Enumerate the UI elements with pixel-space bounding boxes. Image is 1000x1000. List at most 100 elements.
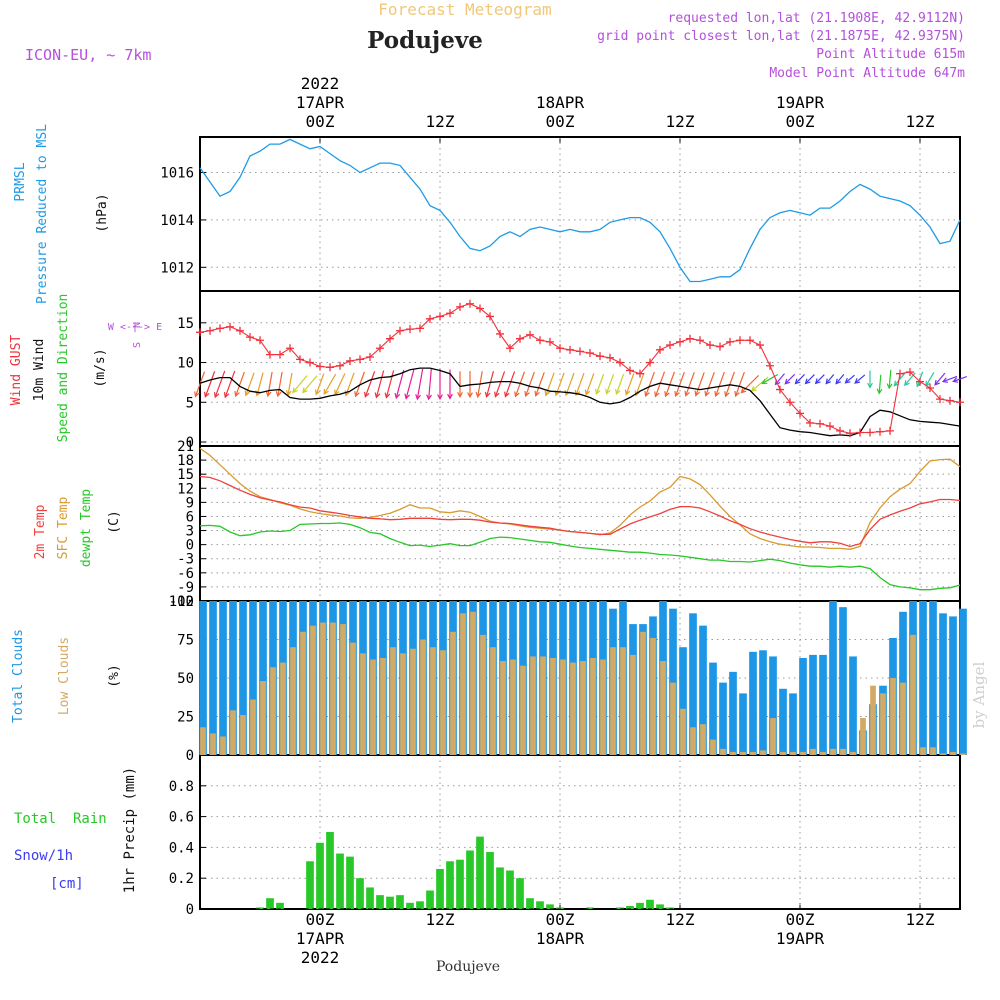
low-cloud-bar [360,653,366,755]
wind-gust-marker [626,366,634,375]
model-label: ICON-EU, ~ 7km [25,46,151,64]
temp-dewpt-label: dewpt Temp [79,489,94,567]
wind-arrow [934,372,946,386]
temperature-ytick-label: 15 [177,467,194,483]
wind-arrow-head [814,378,821,385]
wind-arrow [695,372,705,396]
low-cloud-bar [620,647,626,755]
low-cloud-bar [650,637,656,755]
low-cloud-bar [420,639,426,755]
pressure-ytick-label: 1012 [160,260,194,276]
wind-gust-marker [536,336,544,345]
temperature-ytick-label: -6 [177,566,194,582]
low-cloud-bar [560,659,566,755]
wind-unit: (m/s) [93,348,108,387]
pressure-panel: 1012 1014 1016 [160,136,961,292]
total-cloud-bar [929,601,937,755]
rain-bar [466,850,474,909]
wind-arrow [878,374,882,394]
low-cloud-bar [220,736,226,755]
wind-ytick-label: 5 [186,395,194,411]
wind-arrow [245,372,255,396]
sfc-temp-line [199,447,961,550]
wind-arrow-head [494,391,500,398]
wind-dir-label: Speed and Direction [56,294,71,443]
pressure-line [199,138,961,283]
pressure-frame [199,136,961,292]
wind-arrow-head [825,378,832,385]
wind-arrow-head [384,392,391,399]
wind-arrow [625,373,635,395]
wind-arrow-head [934,379,940,386]
rain-bar [396,895,404,909]
low-cloud-bar [350,642,356,755]
pressure-ytick-label: 1016 [160,166,194,182]
low-cloud-bar [900,682,906,755]
rain-bar [336,853,344,909]
wind-gust-marker [916,377,924,386]
wind-gust-marker [736,336,744,345]
wind-arrow [575,372,585,396]
rain-bar [646,899,654,909]
low-cloud-bar [460,613,466,755]
wind-arrow-head [664,391,670,398]
panels-layer: 101210141016051015-12-9-6-30369121518210… [160,137,967,918]
wind-arrow [375,370,385,398]
low-cloud-bar [510,659,516,755]
wind-arrow-head [467,392,473,399]
time-tick-label: 19APR [776,929,825,948]
wind-gust-marker [486,312,494,321]
wind-gust-marker [866,428,874,437]
wind-arrow-head [634,390,641,397]
wind-gust-marker [686,334,694,343]
wind-arrow-head [475,391,482,399]
wind-gust-marker [366,352,374,361]
wind-arrow [715,371,725,397]
low-cloud-bar [520,665,526,755]
wind-gust-marker [576,347,584,356]
wind-arrow-head [904,380,910,387]
precipitation-ytick-label: 0.8 [169,779,194,795]
wind-arrow-head [374,392,381,399]
low-cloud-bar [910,634,916,755]
low-cloud-bar [400,653,406,755]
wind-gust-marker [676,337,684,346]
wind-arrow-head [524,390,530,398]
rain-bar [416,901,424,909]
model-altitude: Model Point Altitude 647m [769,66,965,81]
wind-arrow [525,371,535,397]
total-cloud-bar [259,601,267,755]
wind-arrow [705,372,715,396]
clouds-low-label: Low Clouds [57,637,72,715]
wind-arrow [751,376,769,392]
total-cloud-bar [679,647,687,755]
low-cloud-bar [680,708,686,755]
gridpoint-location: grid point closest lon,lat (21.1875E, 42… [597,29,965,44]
wind-arrow-head [223,392,230,399]
wind-arrow [854,374,866,384]
wind-gust-marker [196,328,204,337]
low-cloud-bar [780,751,786,755]
rain-bar [406,902,414,909]
time-tick-label: 00Z [306,112,335,131]
low-cloud-bar [590,657,596,755]
wind-arrow-head [544,390,551,397]
wind-arrow-head [654,391,660,398]
compass-south: S [132,342,143,348]
low-cloud-bar [570,662,576,755]
temperature-ytick-label: -12 [169,594,194,610]
wind-gust-marker [226,322,234,331]
wind-panel: 0 5 10 15 [177,290,961,451]
wind-arrow [292,375,308,393]
total-cloud-bar [699,625,707,755]
wind-arrow-head [457,392,463,398]
wind-arrow-head [234,390,240,398]
point-altitude: Point Altitude 615m [816,47,965,62]
wind-gust-marker [746,336,754,345]
meteogram-subtitle: Forecast Meteogram [378,0,551,19]
wind-gust-marker [896,369,904,378]
precipitation-ytick-label: 0.4 [169,840,194,856]
wind-gust-marker [876,427,884,436]
wind-gust-marker [496,329,504,338]
wind-ytick-label: 15 [177,316,194,332]
